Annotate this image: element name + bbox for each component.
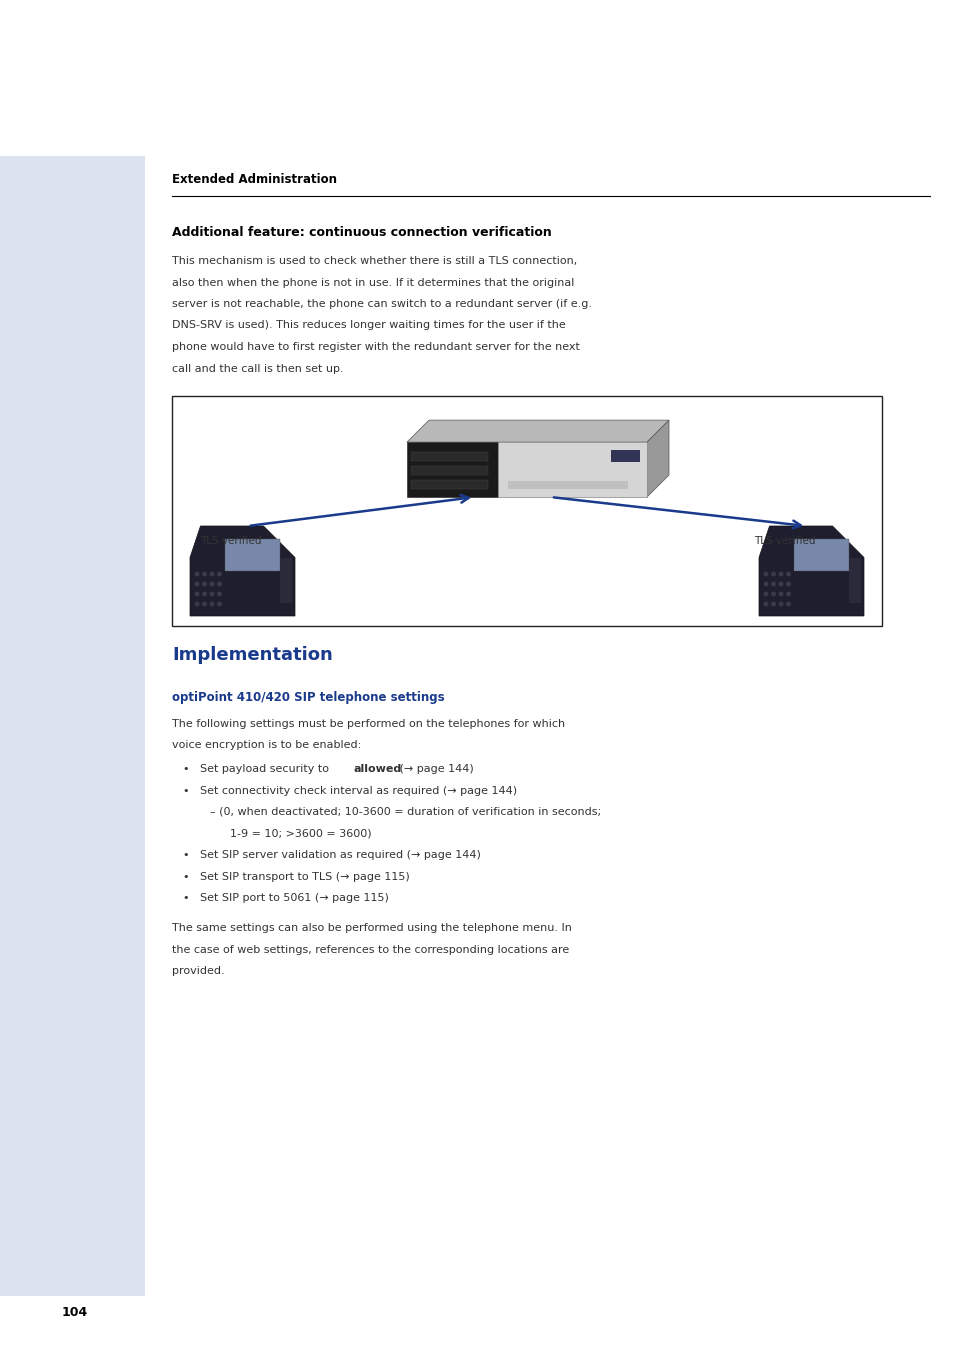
Bar: [507, 481, 627, 489]
Text: – (0, when deactivated; 10-3600 = duration of verification in seconds;: – (0, when deactivated; 10-3600 = durati…: [210, 807, 600, 817]
Text: TLS verified: TLS verified: [200, 536, 262, 546]
Circle shape: [195, 592, 198, 596]
Bar: [172, 396, 882, 626]
Circle shape: [779, 573, 782, 576]
Text: Set SIP transport to TLS (→ page 115): Set SIP transport to TLS (→ page 115): [200, 871, 410, 881]
Text: also then when the phone is not in use. If it determines that the original: also then when the phone is not in use. …: [172, 277, 574, 288]
Circle shape: [195, 582, 198, 586]
Text: This mechanism is used to check whether there is still a TLS connection,: This mechanism is used to check whether …: [172, 255, 577, 266]
Bar: [793, 539, 848, 571]
Text: optiPoint 410/420 SIP telephone settings: optiPoint 410/420 SIP telephone settings: [172, 690, 444, 704]
Text: voice encryption is to be enabled:: voice encryption is to be enabled:: [172, 740, 361, 751]
Circle shape: [217, 582, 221, 586]
Circle shape: [202, 592, 206, 596]
Circle shape: [763, 592, 767, 596]
Text: The same settings can also be performed using the telephone menu. In: The same settings can also be performed …: [172, 923, 571, 934]
Text: Set connectivity check interval as required (→ page 144): Set connectivity check interval as requi…: [200, 785, 517, 796]
Text: Extended Administration: Extended Administration: [172, 173, 336, 186]
Text: The following settings must be performed on the telephones for which: The following settings must be performed…: [172, 719, 564, 730]
Text: DNS-SRV is used). This reduces longer waiting times for the user if the: DNS-SRV is used). This reduces longer wa…: [172, 320, 565, 331]
Circle shape: [771, 603, 775, 605]
Text: •: •: [182, 871, 189, 881]
Text: •: •: [182, 785, 189, 796]
Polygon shape: [646, 420, 668, 497]
Circle shape: [779, 582, 782, 586]
Circle shape: [771, 582, 775, 586]
Text: 1-9 = 10; >3600 = 3600): 1-9 = 10; >3600 = 3600): [230, 828, 372, 839]
Circle shape: [771, 573, 775, 576]
Circle shape: [210, 592, 213, 596]
Text: phone would have to first register with the redundant server for the next: phone would have to first register with …: [172, 342, 579, 353]
Text: Implementation: Implementation: [172, 646, 333, 663]
Bar: [848, 558, 861, 603]
Text: 104: 104: [62, 1306, 89, 1319]
Circle shape: [786, 582, 789, 586]
Polygon shape: [407, 420, 668, 442]
Bar: [407, 442, 497, 497]
Circle shape: [786, 592, 789, 596]
Text: Set payload security to: Set payload security to: [200, 765, 333, 774]
Text: the case of web settings, references to the corresponding locations are: the case of web settings, references to …: [172, 944, 569, 955]
Text: •: •: [182, 893, 189, 902]
Text: Additional feature: continuous connection verification: Additional feature: continuous connectio…: [172, 226, 551, 239]
Circle shape: [786, 573, 789, 576]
Text: TLS verified: TLS verified: [753, 536, 815, 546]
Circle shape: [786, 603, 789, 605]
Circle shape: [202, 573, 206, 576]
Polygon shape: [759, 526, 863, 616]
Circle shape: [771, 592, 775, 596]
Circle shape: [779, 592, 782, 596]
Circle shape: [763, 582, 767, 586]
Circle shape: [217, 573, 221, 576]
Polygon shape: [190, 526, 294, 616]
Bar: [610, 450, 639, 462]
Circle shape: [210, 573, 213, 576]
Bar: [0, 155, 145, 1296]
Bar: [497, 442, 646, 497]
Circle shape: [763, 573, 767, 576]
Bar: [411, 480, 487, 489]
Text: allowed: allowed: [353, 765, 401, 774]
Text: provided.: provided.: [172, 966, 224, 977]
Text: •: •: [182, 850, 189, 861]
Circle shape: [217, 592, 221, 596]
Text: Set SIP server validation as required (→ page 144): Set SIP server validation as required (→…: [200, 850, 480, 861]
Circle shape: [217, 603, 221, 605]
Bar: [411, 466, 487, 476]
Circle shape: [210, 603, 213, 605]
Bar: [411, 453, 487, 461]
Text: (→ page 144): (→ page 144): [395, 765, 474, 774]
Text: call and the call is then set up.: call and the call is then set up.: [172, 363, 343, 373]
Text: server is not reachable, the phone can switch to a redundant server (if e.g.: server is not reachable, the phone can s…: [172, 299, 592, 309]
Circle shape: [202, 582, 206, 586]
Bar: [280, 558, 292, 603]
Text: •: •: [182, 765, 189, 774]
Text: Set SIP port to 5061 (→ page 115): Set SIP port to 5061 (→ page 115): [200, 893, 389, 902]
Circle shape: [195, 573, 198, 576]
Circle shape: [779, 603, 782, 605]
Circle shape: [202, 603, 206, 605]
Bar: [225, 539, 280, 571]
Circle shape: [763, 603, 767, 605]
Circle shape: [210, 582, 213, 586]
Circle shape: [195, 603, 198, 605]
